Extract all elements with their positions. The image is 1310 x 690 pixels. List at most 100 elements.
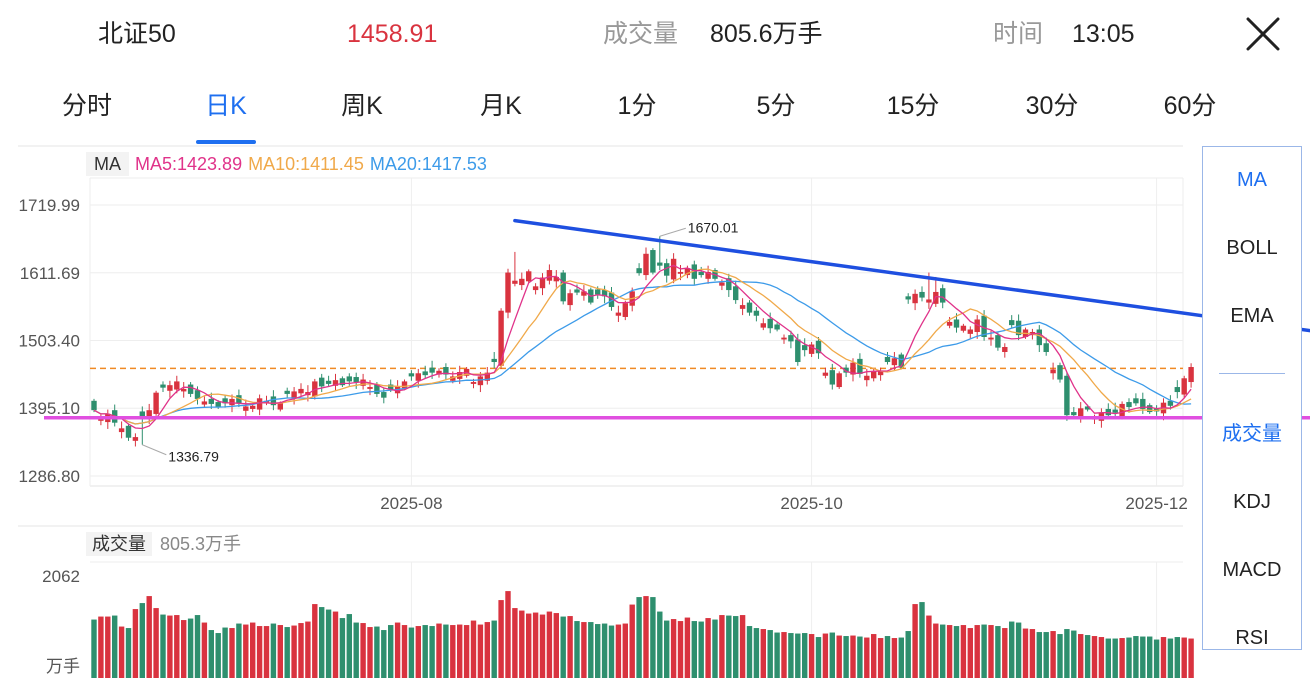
candle-body	[539, 277, 546, 289]
candle-body	[670, 258, 677, 280]
price-annotations: 1670.01 1336.79	[142, 219, 739, 465]
candle-body	[353, 377, 359, 383]
volume-bar	[567, 616, 573, 678]
candle-body	[201, 401, 208, 405]
candle-body	[139, 411, 145, 417]
indicator-volume[interactable]: 成交量	[1222, 423, 1282, 445]
candle-body	[1071, 412, 1077, 416]
volume-bar	[319, 607, 325, 678]
candle-body	[181, 388, 187, 392]
volume-bar	[415, 626, 421, 678]
tab-5min[interactable]: 5分	[756, 92, 796, 120]
volume-bar	[967, 628, 973, 678]
candle-body	[1167, 400, 1174, 406]
candle-body	[118, 428, 125, 433]
candle-body	[215, 402, 221, 408]
volume-bar	[208, 630, 214, 678]
volume-bar	[236, 623, 242, 678]
volume-bar	[726, 615, 732, 678]
tab-60min[interactable]: 60分	[1163, 92, 1217, 120]
candle-body	[346, 376, 352, 382]
trend-lines	[44, 218, 1310, 420]
candle-body	[781, 337, 787, 340]
ma5-line	[93, 264, 1192, 430]
tab-1min[interactable]: 1分	[617, 92, 657, 120]
volume-bar	[270, 623, 277, 678]
index-name: 北证50	[98, 20, 176, 48]
volume-bar	[953, 626, 960, 678]
ma-tag[interactable]: MA	[86, 152, 129, 176]
volume-bar	[636, 597, 642, 678]
volume-bar	[1167, 638, 1174, 678]
close-icon[interactable]	[1243, 14, 1283, 54]
volume-bar	[250, 622, 256, 678]
indicator-boll[interactable]: BOLL	[1226, 237, 1278, 259]
volume-bar	[898, 637, 904, 678]
volume-bar	[684, 617, 691, 678]
tab-timeshare[interactable]: 分时	[61, 92, 113, 120]
candle-body	[912, 293, 918, 304]
volume-bar	[539, 614, 546, 678]
indicator-macd[interactable]: MACD	[1222, 559, 1282, 581]
chart-grid	[18, 145, 1184, 678]
volume-bar	[815, 637, 822, 678]
low-annotation-leader	[142, 444, 167, 456]
axis-labels: 1719.99 1611.69 1503.40 1395.10 1286.80 2025-…	[19, 196, 1188, 676]
candle-body	[808, 344, 815, 354]
candle-body	[284, 390, 290, 394]
volume-bar	[222, 627, 228, 678]
candle-body	[160, 384, 166, 388]
volume-bar	[733, 616, 739, 678]
candle-body	[1084, 406, 1091, 410]
candle-body	[574, 289, 580, 293]
candle-body	[532, 286, 539, 291]
volume-bar	[1147, 636, 1153, 678]
volume-bar	[643, 596, 649, 678]
tab-monthly-k[interactable]: 月K	[480, 92, 522, 120]
tab-30min[interactable]: 30分	[1025, 92, 1079, 120]
indicator-rsi[interactable]: RSI	[1235, 627, 1269, 649]
candle-body	[657, 262, 663, 266]
candle-body	[746, 302, 753, 313]
volume-bar	[98, 616, 104, 678]
volume-bar	[1091, 636, 1098, 678]
candle-body	[608, 292, 615, 307]
volume-bar	[291, 625, 297, 678]
volume-bar	[305, 621, 311, 678]
volume-bar	[443, 624, 449, 678]
tab-daily-k[interactable]: 日K	[205, 92, 247, 120]
volume-bar	[470, 620, 477, 678]
indicator-kdj[interactable]: KDJ	[1233, 491, 1271, 513]
candle-body	[436, 370, 442, 375]
tab-weekly-k[interactable]: 周K	[341, 92, 383, 120]
volume-tag[interactable]: 成交量	[86, 532, 152, 556]
volume-bar	[843, 636, 849, 678]
candle-body	[519, 278, 525, 286]
volume-bar	[960, 625, 967, 678]
volume-bar	[677, 621, 684, 678]
volume-bar	[774, 632, 780, 678]
candle-body	[946, 321, 953, 326]
volume-bar	[767, 630, 773, 678]
ma10-legend: MA10:1411.45	[248, 154, 364, 174]
volume-y-tick-label: 2062	[42, 567, 80, 586]
tab-15min[interactable]: 15分	[886, 92, 940, 120]
volume-bar	[346, 614, 352, 678]
volume-bar	[877, 638, 884, 678]
volume-bar	[829, 632, 835, 678]
indicator-ma[interactable]: MA	[1237, 169, 1267, 191]
candle-body	[705, 271, 711, 279]
time-value: 13:05	[1072, 20, 1135, 48]
candle-body	[1002, 347, 1008, 353]
volume-bar	[139, 603, 145, 678]
volume-bar	[601, 623, 608, 678]
indicator-ema[interactable]: EMA	[1230, 305, 1274, 327]
volume-bar	[243, 624, 249, 678]
moving-average-lines	[93, 264, 1192, 430]
volume-bar	[670, 619, 677, 678]
candle-body	[926, 299, 932, 303]
volume-bar	[1188, 638, 1194, 678]
volume-bar	[995, 626, 1001, 678]
volume-legend-value: 805.3万手	[160, 534, 242, 554]
